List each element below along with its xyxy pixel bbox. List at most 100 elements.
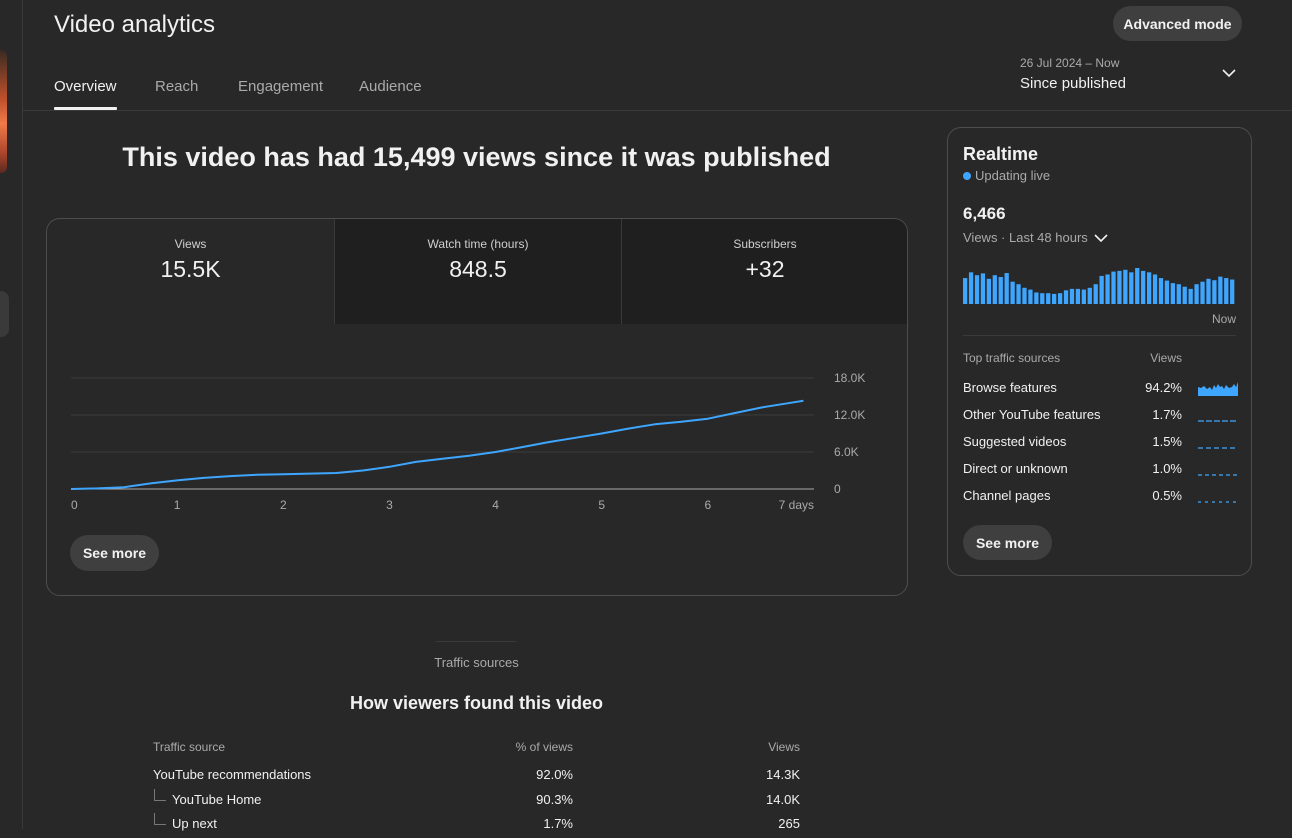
metric-label: Subscribers xyxy=(733,237,797,251)
realtime-bar[interactable] xyxy=(1135,268,1140,304)
realtime-bar[interactable] xyxy=(1230,279,1235,304)
realtime-bar[interactable] xyxy=(1057,293,1063,304)
tree-branch-icon xyxy=(154,789,166,801)
see-more-button[interactable]: See more xyxy=(70,535,159,571)
realtime-bar[interactable] xyxy=(1117,270,1122,304)
x-tick-label: 6 xyxy=(705,498,712,512)
rail-tab[interactable] xyxy=(0,291,9,337)
realtime-bar[interactable] xyxy=(998,277,1003,304)
metric-value: 15.5K xyxy=(160,256,221,282)
traffic-row[interactable]: YouTube Home 90.3% 14.0K xyxy=(153,789,800,814)
traffic-section-title: How viewers found this video xyxy=(349,693,604,713)
realtime-count: 6,466 xyxy=(963,204,1006,223)
metric-subscribers[interactable]: Subscribers +32 xyxy=(621,219,907,324)
traffic-row[interactable]: YouTube recommendations 92.0% 14.3K xyxy=(153,767,800,789)
realtime-bar[interactable] xyxy=(1164,280,1170,304)
realtime-bar[interactable] xyxy=(1063,290,1069,304)
source-row[interactable]: Suggested videos 1.5% xyxy=(963,434,1238,454)
realtime-period-dropdown[interactable]: Views · Last 48 hours xyxy=(963,230,1108,245)
realtime-bar[interactable] xyxy=(1176,284,1181,304)
realtime-bar[interactable] xyxy=(1194,284,1199,304)
realtime-bar[interactable] xyxy=(1028,289,1033,304)
realtime-bar[interactable] xyxy=(1170,283,1175,304)
realtime-bar[interactable] xyxy=(1046,293,1051,304)
x-tick-label: 4 xyxy=(492,498,499,512)
y-tick-label: 6.0K xyxy=(834,445,859,459)
realtime-bar[interactable] xyxy=(1158,278,1164,304)
tab-reach[interactable]: Reach xyxy=(155,78,199,95)
realtime-bar[interactable] xyxy=(1105,274,1110,304)
realtime-bar[interactable] xyxy=(1099,275,1104,304)
realtime-bar[interactable] xyxy=(1188,288,1193,304)
realtime-bar[interactable] xyxy=(1224,278,1229,304)
source-sparkline xyxy=(1198,382,1238,396)
realtime-bar[interactable] xyxy=(1016,284,1021,304)
date-range-selector[interactable]: 26 Jul 2024 – Now Since published xyxy=(1020,56,1240,92)
x-tick-label: 1 xyxy=(174,498,181,512)
tab-audience[interactable]: Audience xyxy=(359,78,422,95)
metric-label: Watch time (hours) xyxy=(427,237,529,251)
source-row[interactable]: Channel pages 0.5% xyxy=(963,488,1238,508)
source-pct: 0.5% xyxy=(1152,488,1182,503)
realtime-bar[interactable] xyxy=(1152,274,1158,304)
realtime-bar[interactable] xyxy=(1212,280,1217,304)
traffic-source-pct: 92.0% xyxy=(536,767,573,782)
source-row[interactable]: Other YouTube features 1.7% xyxy=(963,407,1238,427)
realtime-bar[interactable] xyxy=(1022,287,1027,304)
realtime-bar[interactable] xyxy=(1087,287,1092,304)
live-dot-icon xyxy=(963,171,971,180)
realtime-divider xyxy=(963,335,1236,336)
live-status-text: Updating live xyxy=(975,168,1051,183)
realtime-bar[interactable] xyxy=(1182,286,1187,304)
realtime-bar[interactable] xyxy=(992,275,997,304)
realtime-bar[interactable] xyxy=(1141,270,1146,304)
realtime-bar[interactable] xyxy=(1040,293,1045,304)
realtime-bar[interactable] xyxy=(974,275,980,304)
realtime-see-more-button[interactable]: See more xyxy=(963,525,1052,560)
traffic-row[interactable]: Up next 1.7% 265 xyxy=(153,813,800,838)
realtime-bar[interactable] xyxy=(1218,276,1223,304)
realtime-bar[interactable] xyxy=(1111,271,1116,304)
source-row[interactable]: Direct or unknown 1.0% xyxy=(963,461,1238,481)
realtime-bar[interactable] xyxy=(1010,281,1015,304)
traffic-source-name: Up next xyxy=(172,816,217,831)
realtime-bar[interactable] xyxy=(1069,288,1075,304)
tab-engagement[interactable]: Engagement xyxy=(238,78,324,95)
realtime-bar[interactable] xyxy=(986,278,992,304)
realtime-bar[interactable] xyxy=(1004,273,1009,304)
source-name: Suggested videos xyxy=(963,434,1067,449)
realtime-bar[interactable] xyxy=(1200,281,1205,304)
metric-views[interactable]: Views 15.5K xyxy=(47,219,334,324)
video-thumbnail[interactable] xyxy=(0,50,7,173)
traffic-source-name: YouTube recommendations xyxy=(153,767,312,782)
live-status: Updating live xyxy=(963,168,1050,183)
chevron-down-icon xyxy=(1094,233,1108,242)
realtime-bar[interactable] xyxy=(1052,293,1057,304)
tab-overview[interactable]: Overview xyxy=(54,78,117,110)
source-row[interactable]: Browse features 94.2% xyxy=(963,380,1238,400)
realtime-bar[interactable] xyxy=(1075,288,1081,304)
x-tick-label: 0 xyxy=(71,498,78,512)
realtime-bar[interactable] xyxy=(1093,284,1098,304)
realtime-bar[interactable] xyxy=(1146,272,1152,304)
header-divider xyxy=(22,110,1292,111)
realtime-bar[interactable] xyxy=(963,278,968,304)
advanced-mode-button[interactable]: Advanced mode xyxy=(1113,6,1242,41)
source-name: Channel pages xyxy=(963,488,1051,503)
realtime-bar[interactable] xyxy=(980,273,986,304)
metric-watch-time[interactable]: Watch time (hours) 848.5 xyxy=(334,219,621,324)
x-tick-label: 5 xyxy=(598,498,605,512)
views-headline: This video has had 15,499 views since it… xyxy=(122,142,831,172)
x-tick-label: 3 xyxy=(386,498,393,512)
date-range-dates: 26 Jul 2024 – Now xyxy=(1020,56,1120,70)
realtime-bar[interactable] xyxy=(1129,272,1134,304)
views-line-chart: 0 6.0K 12.0K 18.0K 0 1 2 3 4 5 6 7 days xyxy=(70,371,865,512)
source-sparkline xyxy=(1198,420,1238,422)
realtime-bar[interactable] xyxy=(1034,292,1039,304)
realtime-bar[interactable] xyxy=(1206,278,1211,304)
realtime-bar[interactable] xyxy=(968,272,974,304)
page-title: Video analytics xyxy=(54,11,215,38)
realtime-bar[interactable] xyxy=(1081,289,1086,304)
realtime-bar[interactable] xyxy=(1123,269,1128,304)
traffic-source-views: 14.0K xyxy=(766,792,800,807)
